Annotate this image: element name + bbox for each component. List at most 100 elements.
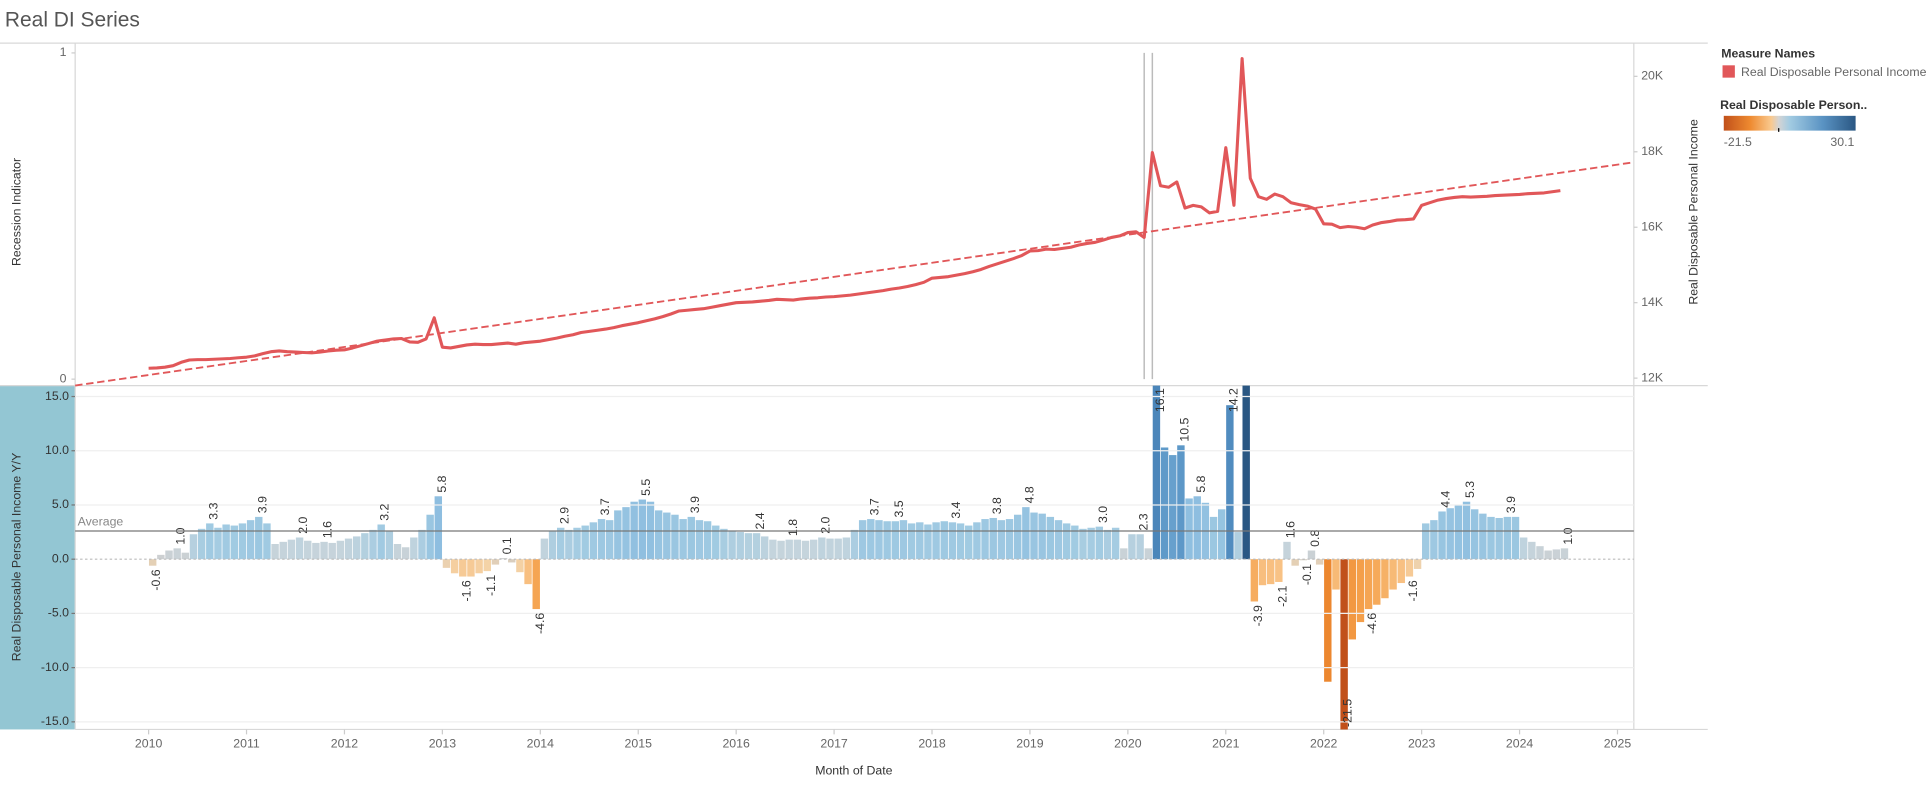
bar	[165, 550, 173, 560]
data-label: -0.6	[149, 569, 163, 590]
data-label: 3.9	[255, 496, 269, 513]
bar	[720, 528, 728, 560]
bar	[1454, 504, 1463, 560]
bar	[1022, 507, 1030, 560]
bar	[1560, 548, 1569, 560]
bar	[1160, 447, 1169, 560]
bar	[1422, 523, 1430, 560]
bar	[1209, 516, 1218, 560]
bar	[769, 539, 777, 560]
y-axis-title: Recession Indicator	[9, 158, 23, 266]
bar	[671, 514, 679, 560]
bar	[1552, 549, 1561, 560]
bar	[1430, 520, 1438, 560]
color-legend-min: -21.5	[1724, 135, 1752, 149]
bar	[622, 507, 630, 560]
bar	[206, 523, 214, 560]
x-tick-label: 2017	[820, 736, 848, 750]
bar	[573, 527, 581, 560]
bar	[410, 537, 418, 560]
bar	[883, 521, 891, 560]
bar	[1356, 559, 1365, 623]
bar	[956, 523, 965, 560]
bar	[1046, 516, 1055, 560]
bar	[581, 525, 589, 560]
bar	[524, 559, 532, 585]
bar	[548, 530, 557, 560]
bar	[1397, 559, 1405, 584]
data-label: 2.9	[557, 507, 571, 524]
data-label: 10.5	[1177, 418, 1191, 442]
x-tick-label: 2022	[1310, 736, 1338, 750]
bar	[809, 539, 818, 560]
bar	[271, 544, 279, 560]
bar	[1364, 559, 1373, 610]
bar	[948, 522, 957, 560]
y-tick-label: 0	[60, 371, 67, 385]
data-label: 0.1	[500, 537, 514, 554]
legend-label: Real Disposable Personal Income	[1741, 65, 1927, 79]
bar	[385, 530, 394, 560]
bar	[467, 559, 475, 577]
bar	[1470, 509, 1479, 560]
data-label: 2.0	[818, 517, 832, 534]
y2-tick-label: 14K	[1641, 295, 1664, 309]
data-label: 4.8	[1022, 486, 1036, 503]
bar	[842, 537, 851, 560]
bar	[1071, 525, 1079, 560]
color-legend-title: Real Disposable Person..	[1720, 98, 1867, 112]
bar	[442, 559, 451, 568]
bar	[418, 529, 426, 560]
bar	[989, 517, 997, 560]
trend-line	[75, 161, 1634, 387]
bar	[287, 539, 296, 560]
bar	[189, 534, 198, 560]
bar	[157, 554, 165, 560]
data-label: 1.0	[1561, 527, 1575, 544]
bar	[1111, 527, 1120, 560]
bar	[1373, 559, 1381, 605]
bar	[1446, 508, 1454, 560]
bar	[508, 559, 516, 563]
bar	[263, 523, 271, 560]
bar	[181, 552, 190, 560]
bar	[1413, 559, 1422, 569]
data-label: 1.0	[174, 527, 188, 544]
bar	[597, 519, 606, 560]
x-tick-label: 2021	[1212, 736, 1240, 750]
data-label: -0.1	[1300, 564, 1314, 585]
y-tick-label: 0.0	[52, 551, 69, 565]
bar	[1234, 532, 1242, 560]
top-plot	[75, 52, 1634, 387]
bar	[1307, 550, 1316, 560]
bar	[1226, 405, 1234, 560]
bar	[818, 537, 826, 560]
bar	[540, 538, 549, 560]
bar	[483, 559, 491, 572]
reference-label: Average	[78, 515, 124, 529]
bar	[328, 542, 336, 560]
bar	[1013, 514, 1022, 560]
color-ramp	[1723, 115, 1856, 131]
data-label: 1.8	[786, 519, 800, 536]
bar	[654, 510, 663, 560]
bar	[1266, 559, 1275, 585]
data-label: -1.1	[484, 575, 498, 596]
bar	[744, 533, 753, 560]
bar	[369, 529, 377, 560]
y-tick-label: -15.0	[41, 714, 69, 728]
data-label: 2.3	[1137, 513, 1151, 530]
x-tick-label: 2025	[1604, 736, 1632, 750]
x-tick-label: 2015	[625, 736, 653, 750]
y2-tick-label: 18K	[1641, 144, 1664, 158]
bar	[336, 540, 345, 560]
bar	[1544, 550, 1552, 560]
x-tick-label: 2023	[1408, 736, 1436, 750]
bar	[557, 527, 565, 560]
data-label: 3.5	[892, 500, 906, 517]
x-tick-label: 2012	[331, 736, 359, 750]
bar	[997, 520, 1006, 560]
bar	[1283, 541, 1291, 560]
bar	[1315, 559, 1324, 565]
